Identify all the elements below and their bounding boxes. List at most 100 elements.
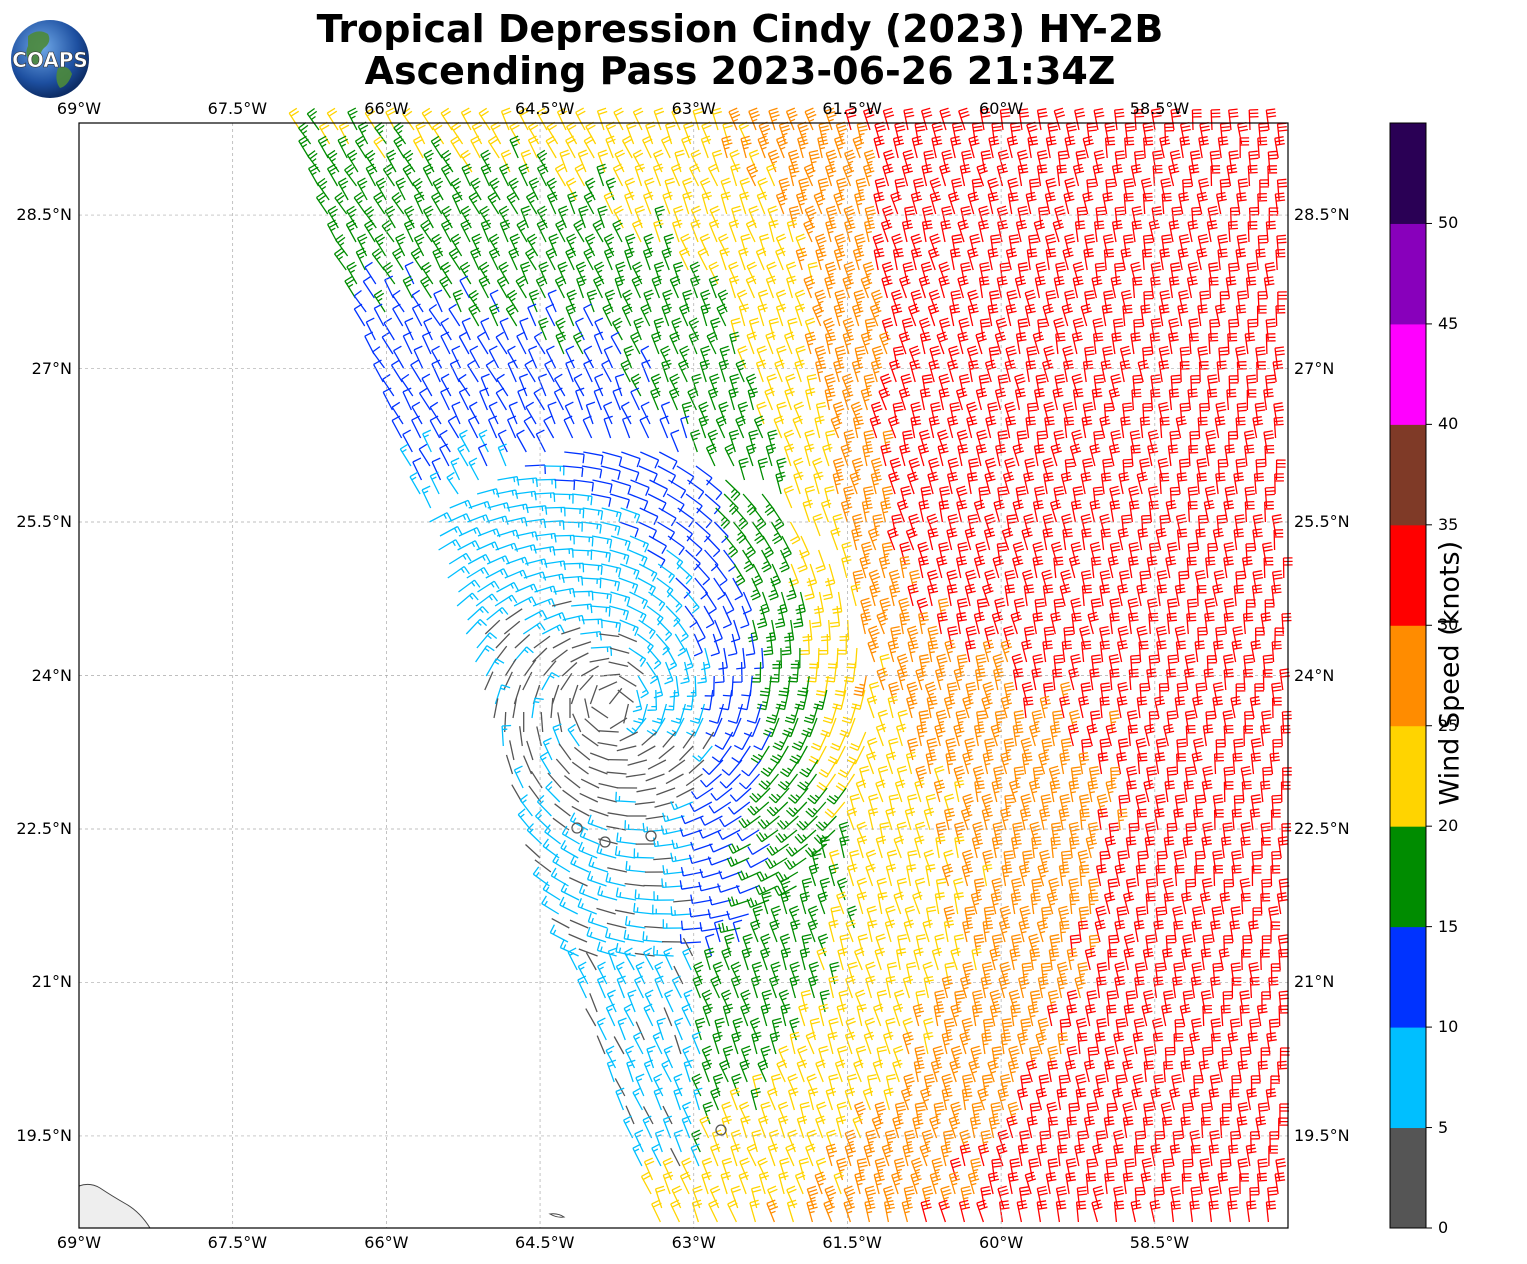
wind-barb — [630, 387, 640, 411]
wind-barb — [673, 1073, 683, 1097]
wind-barb — [432, 177, 444, 201]
wind-barb — [1025, 191, 1037, 215]
wind-barb — [1080, 569, 1092, 593]
wind-barb — [1277, 836, 1289, 859]
wind-barb — [805, 801, 827, 818]
wind-barb — [1180, 891, 1193, 915]
wind-barb — [1232, 625, 1244, 649]
wind-barb — [1263, 557, 1274, 579]
wind-barb — [484, 619, 501, 635]
wind-barb — [981, 1074, 993, 1097]
wind-barb — [1128, 822, 1139, 845]
wind-barb — [1246, 1088, 1258, 1111]
wind-barb — [825, 205, 838, 229]
wind-barb — [535, 478, 557, 489]
wind-barb — [865, 863, 876, 887]
wind-barb — [584, 718, 601, 733]
wind-barb — [758, 773, 779, 790]
wind-barb — [1118, 794, 1129, 817]
wind-barb — [665, 773, 684, 785]
wind-barb — [928, 457, 940, 481]
wind-barb — [822, 703, 839, 724]
wind-barb — [794, 829, 817, 844]
wind-barb — [732, 919, 743, 943]
wind-barb — [1182, 836, 1194, 859]
wind-barb — [1159, 472, 1170, 495]
wind-barb — [709, 1143, 721, 1167]
wind-barb — [605, 1003, 616, 1027]
wind-barb — [433, 289, 443, 313]
wind-barb — [711, 745, 732, 763]
wind-barb — [365, 149, 378, 173]
wind-barb — [1068, 709, 1081, 733]
wind-barb — [808, 961, 820, 985]
wind-barb — [577, 975, 587, 999]
wind-barb — [1053, 556, 1064, 579]
wind-barb — [1187, 486, 1199, 509]
wind-barb — [776, 401, 787, 425]
wind-barb — [1130, 1199, 1142, 1223]
wind-barb — [1114, 206, 1125, 229]
wind-barb — [708, 703, 725, 724]
wind-barb — [1006, 135, 1019, 159]
wind-barb — [1117, 808, 1128, 831]
wind-barb — [1123, 947, 1135, 971]
wind-barb — [894, 779, 906, 803]
wind-barb — [565, 303, 577, 327]
wind-barb — [829, 605, 841, 628]
wind-barb — [489, 289, 500, 313]
wind-barb — [1060, 681, 1072, 705]
wind-barb — [981, 807, 993, 831]
wind-barb — [623, 345, 634, 369]
wind-barb — [788, 905, 800, 929]
wind-barb — [1050, 611, 1062, 635]
wind-barb — [1136, 625, 1148, 649]
wind-barb — [996, 163, 1008, 187]
wind-barb — [678, 247, 690, 271]
wind-barb — [1059, 695, 1071, 719]
wind-barb — [625, 773, 646, 778]
wind-barb — [601, 359, 612, 383]
wind-barb — [860, 275, 873, 299]
wind-barb — [1208, 1186, 1220, 1209]
wind-barb — [574, 163, 586, 187]
wind-barb — [726, 856, 750, 867]
wind-barb — [1250, 640, 1262, 663]
wind-barb — [643, 947, 654, 971]
wind-barb — [1008, 1045, 1020, 1069]
wind-barb — [804, 443, 815, 467]
wind-barb — [988, 1115, 1000, 1139]
wind-barb — [645, 773, 665, 782]
wind-barb — [536, 107, 548, 131]
wind-barb — [891, 233, 903, 257]
wind-barb — [356, 177, 368, 201]
wind-barb — [824, 563, 836, 587]
wind-barb — [653, 891, 675, 901]
colorbar-tick-label: 50 — [1438, 213, 1459, 233]
wind-barb — [1192, 737, 1205, 761]
wind-barb — [818, 1045, 829, 1069]
wind-barb — [852, 1115, 863, 1139]
wind-barb — [1152, 1032, 1164, 1055]
wind-barb — [990, 1101, 1002, 1125]
wind-barb — [615, 261, 626, 285]
wind-barb — [664, 989, 674, 1013]
wind-barb — [1196, 191, 1208, 215]
wind-barb — [438, 539, 461, 551]
wind-barb — [532, 647, 548, 663]
wind-barb — [601, 507, 622, 522]
wind-barb — [1264, 444, 1275, 467]
wind-barb — [768, 787, 790, 804]
wind-barb — [627, 661, 644, 675]
lon-tick-label-top: 66°W — [364, 99, 409, 118]
wind-barb — [1049, 780, 1061, 803]
wind-barb — [1198, 1172, 1210, 1195]
wind-barb — [568, 933, 588, 943]
wind-barb — [623, 1115, 634, 1139]
wind-barb — [1236, 402, 1247, 425]
wind-barb — [1241, 556, 1253, 579]
wind-barb — [946, 584, 958, 607]
wind-barb — [1137, 752, 1148, 775]
wind-barb — [699, 345, 711, 369]
wind-barb — [547, 772, 562, 789]
